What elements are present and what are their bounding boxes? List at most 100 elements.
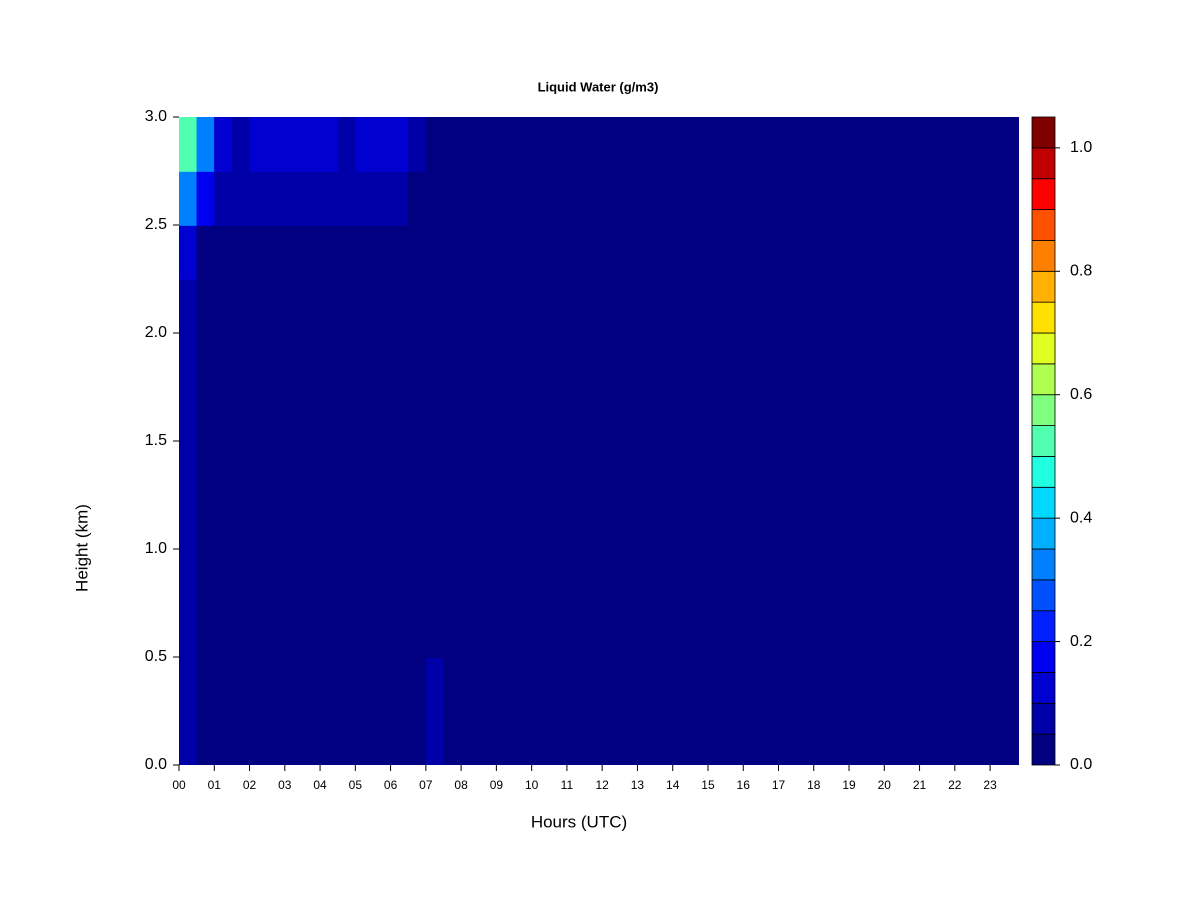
heatmap-cell [443, 170, 462, 226]
heatmap-cell [707, 224, 727, 280]
heatmap-cell [214, 494, 233, 550]
heatmap-cell [654, 117, 674, 172]
heatmap-cell [355, 656, 374, 712]
heatmap-cell [937, 170, 956, 226]
heatmap-cell [496, 710, 515, 765]
heatmap-cell [619, 602, 639, 658]
heatmap-cell [937, 440, 956, 496]
colorbar-tick-label: 1.0 [1070, 139, 1092, 156]
heatmap-cell [425, 602, 445, 658]
heatmap-cell [690, 494, 709, 550]
heatmap-cell [937, 386, 956, 442]
heatmap-cell [425, 710, 445, 765]
heatmap-cell [196, 117, 216, 172]
x-tick-label: 07 [419, 778, 433, 792]
heatmap-cell [496, 656, 515, 712]
heatmap-cell [319, 656, 339, 712]
heatmap-cell [760, 278, 780, 334]
x-tick-label: 03 [278, 778, 292, 792]
heatmap-cell [249, 278, 268, 334]
heatmap-cell [831, 440, 850, 496]
heatmap-cell [425, 278, 445, 334]
heatmap-cell [725, 332, 744, 388]
heatmap-cell [725, 440, 744, 496]
heatmap-cell [725, 278, 744, 334]
heatmap-cell [743, 602, 762, 658]
heatmap-cell [408, 440, 427, 496]
heatmap-cell [972, 170, 991, 226]
colorbar-band [1031, 270, 1056, 303]
colorbar-band [1031, 733, 1056, 766]
heatmap-cell [760, 710, 780, 765]
heatmap-cell [989, 332, 1009, 388]
heatmap-cell [690, 224, 709, 280]
heatmap-cell [831, 224, 850, 280]
x-tick-label: 22 [948, 778, 962, 792]
heatmap-cell [249, 710, 268, 765]
heatmap-cell [337, 170, 357, 226]
heatmap-cell [743, 548, 762, 604]
heatmap-cell [231, 602, 251, 658]
x-tick-label: 14 [666, 778, 680, 792]
heatmap-cell [778, 710, 797, 765]
x-tick-label: 02 [243, 778, 257, 792]
heatmap-cell [319, 170, 339, 226]
colorbar-band [1031, 641, 1056, 673]
heatmap-cell [602, 224, 621, 280]
heatmap-cell [795, 332, 815, 388]
heatmap-cell [760, 117, 780, 172]
x-tick-label: 08 [454, 778, 468, 792]
heatmap-cell [584, 332, 603, 388]
heatmap-cell [302, 224, 321, 280]
x-tick-label: 19 [842, 778, 856, 792]
heatmap-cell [972, 440, 991, 496]
heatmap-cell [866, 440, 886, 496]
heatmap-cell [231, 278, 251, 334]
heatmap-cell [672, 278, 692, 334]
heatmap-cell [884, 602, 903, 658]
heatmap-cell [531, 602, 551, 658]
heatmap-cell [778, 440, 797, 496]
x-tick-label: 20 [878, 778, 892, 792]
heatmap-cell [884, 224, 903, 280]
heatmap-cell [760, 440, 780, 496]
heatmap-cell [919, 278, 938, 334]
heatmap-cell [637, 656, 656, 712]
heatmap-cell [531, 440, 551, 496]
heatmap-cell [584, 278, 603, 334]
heatmap-cell [372, 602, 392, 658]
heatmap-cell [654, 602, 674, 658]
heatmap-cell [478, 224, 498, 280]
heatmap-cell [866, 278, 886, 334]
heatmap-cell [284, 278, 304, 334]
heatmap-cell [672, 602, 692, 658]
heatmap-cell [408, 656, 427, 712]
heatmap-cell [249, 602, 268, 658]
heatmap-cell [337, 278, 357, 334]
heatmap-cell [848, 656, 868, 712]
colorbar-band [1031, 456, 1056, 488]
heatmap-cell [813, 224, 833, 280]
heatmap-cell [179, 278, 198, 334]
heatmap-cell [443, 117, 462, 172]
x-tick-label: 12 [595, 778, 609, 792]
heatmap-cell [954, 224, 974, 280]
heatmap-cell [760, 548, 780, 604]
heatmap-cell [619, 656, 639, 712]
heatmap-cell [513, 656, 533, 712]
heatmap-cell [302, 602, 321, 658]
heatmap-cell [284, 602, 304, 658]
heatmap-cell [267, 117, 286, 172]
heatmap-cell [954, 117, 974, 172]
heatmap-cell [672, 117, 692, 172]
heatmap-cell [460, 656, 480, 712]
heatmap-cell [549, 602, 568, 658]
heatmap-cell [390, 117, 409, 172]
heatmap-cell [866, 170, 886, 226]
heatmap-cell [337, 117, 357, 172]
heatmap-cell [179, 117, 198, 172]
heatmap-cell [831, 117, 850, 172]
heatmap-cell [566, 548, 586, 604]
heatmap-cell [602, 117, 621, 172]
colorbar-band [1031, 209, 1056, 241]
